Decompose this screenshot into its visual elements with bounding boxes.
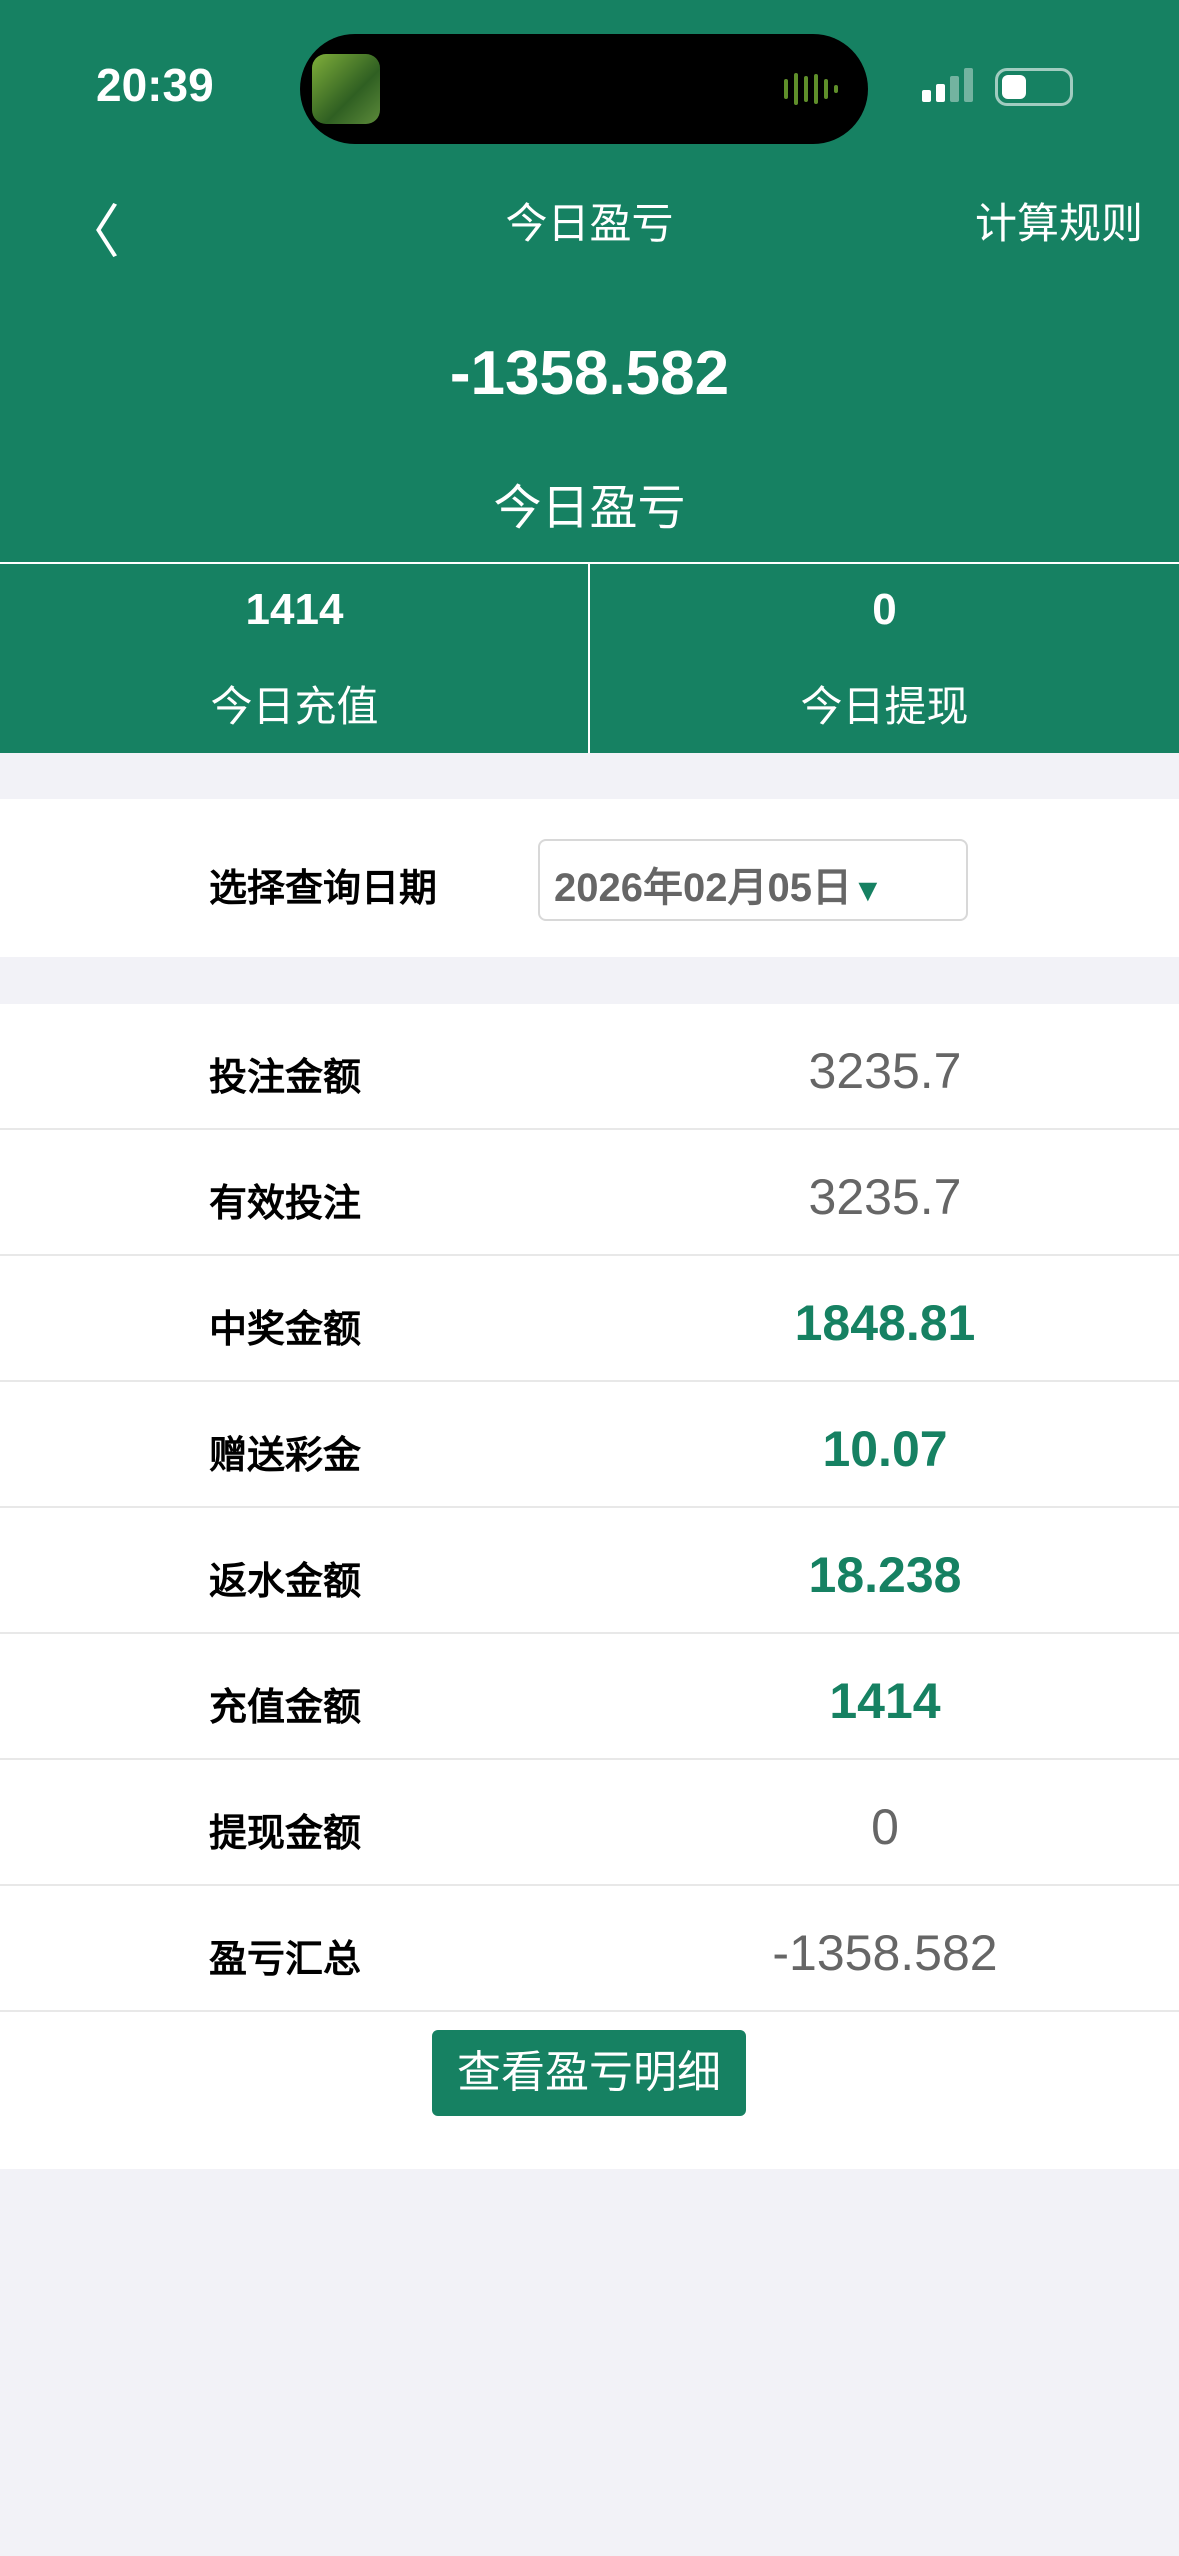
today-profit-value: -1358.582 bbox=[449, 339, 730, 408]
date-select[interactable]: 2026年02月05日▼ bbox=[538, 839, 968, 921]
dropdown-triangle-icon: ▼ bbox=[851, 872, 884, 908]
calculation-rules-link[interactable]: 计算规则 bbox=[974, 200, 1143, 247]
item-label: 赠送彩金 bbox=[209, 1435, 362, 1477]
view-profit-details-button[interactable]: 查看盈亏明细 bbox=[432, 2030, 746, 2116]
date-query-section: 选择查询日期 2026年02月05日▼ bbox=[0, 799, 1179, 957]
audio-wave-icon bbox=[784, 72, 838, 106]
stat-label: 今日充值 bbox=[210, 683, 379, 730]
profit-detail-list: 投注金额 3235.7 有效投注 3235.7 中奖金额 1848.81 赠送彩金 10.07… bbox=[0, 1004, 1179, 2169]
item-label: 中奖金额 bbox=[209, 1309, 362, 1351]
item-value: 0 bbox=[871, 1799, 899, 1855]
battery-icon bbox=[995, 68, 1073, 106]
list-item: 返水金额 18.238 bbox=[0, 1508, 1179, 1634]
divider bbox=[0, 562, 1179, 564]
list-item: 有效投注 3235.7 bbox=[0, 1130, 1179, 1256]
now-playing-artwork bbox=[312, 54, 380, 124]
signal-icon bbox=[922, 68, 973, 102]
item-label: 有效投注 bbox=[209, 1183, 362, 1225]
item-label: 充值金额 bbox=[209, 1687, 362, 1729]
list-item: 充值金额 1414 bbox=[0, 1634, 1179, 1760]
item-label: 投注金额 bbox=[209, 1057, 362, 1099]
item-label: 提现金额 bbox=[209, 1813, 362, 1855]
stat-value: 0 bbox=[872, 585, 897, 634]
date-value: 2026年02月05日 bbox=[554, 866, 852, 910]
item-value: -1358.582 bbox=[772, 1925, 998, 1981]
date-label: 选择查询日期 bbox=[209, 868, 438, 910]
item-value: 3235.7 bbox=[808, 1043, 962, 1099]
status-time: 20:39 bbox=[96, 59, 214, 111]
item-label: 返水金额 bbox=[209, 1561, 362, 1603]
list-item: 提现金额 0 bbox=[0, 1760, 1179, 1886]
divider bbox=[588, 564, 590, 753]
list-item: 中奖金额 1848.81 bbox=[0, 1256, 1179, 1382]
item-value: 3235.7 bbox=[808, 1169, 962, 1225]
dynamic-island bbox=[300, 34, 868, 144]
header: 20:39 〈 今日盈亏 计算规则 -1358.582 今日盈亏 1414 今日… bbox=[0, 0, 1179, 753]
back-chevron-icon[interactable]: 〈 bbox=[62, 200, 121, 265]
item-value: 18.238 bbox=[808, 1547, 962, 1603]
today-profit-label: 今日盈亏 bbox=[493, 482, 686, 535]
page-title: 今日盈亏 bbox=[505, 200, 674, 247]
list-item: 盈亏汇总 -1358.582 bbox=[0, 1886, 1179, 2012]
item-value: 1848.81 bbox=[794, 1295, 976, 1351]
list-item: 赠送彩金 10.07 bbox=[0, 1382, 1179, 1508]
stat-label: 今日提现 bbox=[800, 683, 969, 730]
stat-value: 1414 bbox=[245, 585, 344, 634]
list-item: 投注金额 3235.7 bbox=[0, 1004, 1179, 1130]
item-label: 盈亏汇总 bbox=[209, 1939, 362, 1981]
item-value: 1414 bbox=[829, 1673, 941, 1729]
stat-recharge: 1414 今日充值 bbox=[0, 585, 589, 734]
item-value: 10.07 bbox=[822, 1421, 948, 1477]
stat-withdraw: 0 今日提现 bbox=[590, 585, 1179, 734]
